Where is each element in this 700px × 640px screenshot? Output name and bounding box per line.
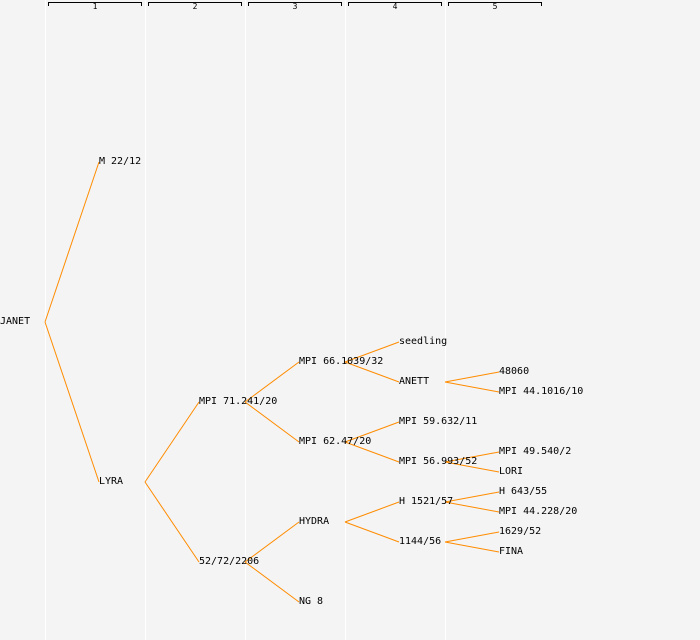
- tree-edge: [344, 441, 400, 463]
- tree-edge: [244, 521, 300, 563]
- tree-edge: [444, 491, 500, 503]
- tree-node[interactable]: 1629/52: [499, 526, 542, 537]
- tree-node[interactable]: FINA: [499, 546, 524, 557]
- tree-edge: [444, 371, 500, 383]
- tree-node[interactable]: MPI 49.540/2: [499, 446, 572, 457]
- tree-node[interactable]: 48060: [499, 366, 530, 377]
- tree-node[interactable]: MPI 44.1016/10: [499, 386, 584, 397]
- tree-node[interactable]: 1144/56: [399, 536, 442, 547]
- tree-node[interactable]: NG 8: [299, 596, 324, 607]
- level-bracket: [448, 2, 542, 6]
- tree-node[interactable]: LYRA: [99, 476, 124, 487]
- tree-node[interactable]: LORI: [499, 466, 524, 477]
- level-bracket: [148, 2, 242, 6]
- tree-node[interactable]: 52/72/2206: [199, 556, 260, 567]
- tree-edge: [444, 451, 500, 463]
- level-separator: [445, 0, 446, 640]
- tree-node[interactable]: H 643/55: [499, 486, 548, 497]
- tree-edge: [444, 501, 500, 513]
- tree-node[interactable]: ANETT: [399, 376, 430, 387]
- tree-node[interactable]: MPI 44.228/20: [499, 506, 578, 517]
- tree-edge: [144, 481, 200, 563]
- tree-edge: [244, 561, 300, 603]
- tree-node[interactable]: MPI 59.632/11: [399, 416, 478, 427]
- tree-node[interactable]: MPI 56.993/52: [399, 456, 478, 467]
- tree-node[interactable]: M 22/12: [99, 156, 142, 167]
- tree-node[interactable]: MPI 62.47/20: [299, 436, 372, 447]
- tree-edge: [344, 341, 400, 363]
- tree-edge: [344, 501, 400, 523]
- level-label: 1: [92, 2, 98, 11]
- tree-edge: [444, 531, 500, 543]
- level-bracket: [48, 2, 142, 6]
- level-label: 5: [492, 2, 498, 11]
- tree-edge: [44, 161, 100, 323]
- tree-edge: [144, 401, 200, 483]
- tree-node[interactable]: HYDRA: [299, 516, 330, 527]
- tree-edge: [244, 401, 300, 443]
- level-bracket: [248, 2, 342, 6]
- tree-node[interactable]: H 1521/57: [399, 496, 454, 507]
- level-separator: [245, 0, 246, 640]
- tree-edge: [44, 321, 100, 483]
- tree-edge: [444, 541, 500, 553]
- level-label: 3: [292, 2, 298, 11]
- tree-node[interactable]: JANET: [0, 316, 31, 327]
- tree-node[interactable]: seedling: [399, 336, 448, 347]
- level-label: 2: [192, 2, 198, 11]
- level-bracket: [348, 2, 442, 6]
- level-separator: [145, 0, 146, 640]
- tree-edge: [344, 521, 400, 543]
- tree-edge: [344, 421, 400, 443]
- tree-node[interactable]: MPI 71.241/20: [199, 396, 278, 407]
- tree-node[interactable]: MPI 66.1039/32: [299, 356, 384, 367]
- tree-edge: [244, 361, 300, 403]
- level-separator: [345, 0, 346, 640]
- tree-edge: [344, 361, 400, 383]
- tree-edge: [444, 461, 500, 473]
- tree-edge: [444, 381, 500, 393]
- level-label: 4: [392, 2, 398, 11]
